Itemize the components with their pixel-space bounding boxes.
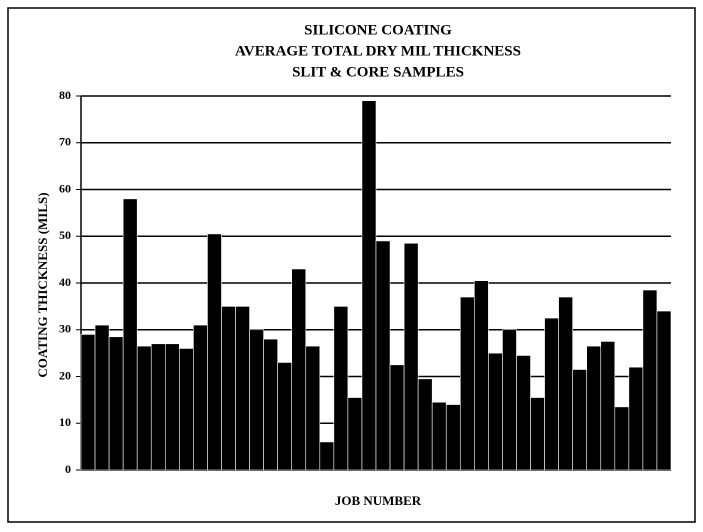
bar bbox=[150, 343, 166, 471]
bar bbox=[333, 306, 349, 471]
y-tick-label: 0 bbox=[65, 462, 71, 476]
bar bbox=[572, 369, 588, 471]
bar bbox=[474, 280, 489, 471]
bar bbox=[235, 306, 250, 471]
bar bbox=[586, 345, 602, 471]
y-tick-label: 30 bbox=[59, 322, 71, 336]
chart-title: AVERAGE TOTAL DRY MIL THICKNESS bbox=[235, 43, 521, 59]
bar bbox=[642, 289, 658, 471]
bar bbox=[488, 352, 503, 471]
chart-frame bbox=[7, 7, 696, 523]
bar bbox=[558, 296, 573, 471]
bar bbox=[628, 366, 644, 471]
y-tick-label: 70 bbox=[59, 135, 71, 149]
y-tick-label: 10 bbox=[59, 415, 71, 429]
bar bbox=[389, 364, 405, 471]
bar bbox=[80, 334, 96, 471]
bar bbox=[614, 406, 630, 471]
bar bbox=[179, 348, 194, 471]
bar bbox=[516, 355, 531, 471]
bar bbox=[207, 233, 222, 471]
bar bbox=[544, 317, 559, 471]
x-axis-label: JOB NUMBER bbox=[335, 493, 422, 508]
bar bbox=[122, 198, 138, 471]
bar bbox=[291, 268, 307, 471]
y-tick-label: 60 bbox=[59, 181, 71, 195]
y-tick-label: 50 bbox=[59, 228, 71, 242]
bar bbox=[249, 329, 264, 471]
y-tick-label: 20 bbox=[59, 368, 71, 382]
bar bbox=[417, 378, 433, 471]
bar bbox=[600, 341, 616, 471]
bar bbox=[164, 343, 180, 471]
bar bbox=[136, 345, 152, 471]
bar bbox=[221, 306, 236, 471]
bar bbox=[94, 324, 110, 471]
bar bbox=[361, 100, 377, 471]
bar bbox=[459, 296, 475, 471]
bar bbox=[305, 345, 321, 471]
bar bbox=[277, 362, 293, 471]
bar bbox=[347, 397, 363, 471]
bar bbox=[193, 324, 208, 471]
y-tick-label: 80 bbox=[59, 88, 71, 102]
bar bbox=[375, 240, 391, 471]
bar bbox=[502, 329, 517, 471]
bar bbox=[263, 338, 278, 471]
chart-title: SILICONE COATING bbox=[304, 22, 452, 38]
y-tick-label: 40 bbox=[59, 275, 71, 289]
bar bbox=[108, 336, 124, 471]
bar bbox=[530, 397, 545, 471]
bar bbox=[403, 242, 419, 471]
bar bbox=[445, 404, 461, 471]
y-axis-label: COATING THICKNESS (MILS) bbox=[35, 192, 50, 377]
bar bbox=[431, 401, 447, 471]
bar bbox=[656, 310, 672, 471]
chart-title: SLIT & CORE SAMPLES bbox=[292, 64, 464, 80]
bar bbox=[319, 441, 335, 471]
